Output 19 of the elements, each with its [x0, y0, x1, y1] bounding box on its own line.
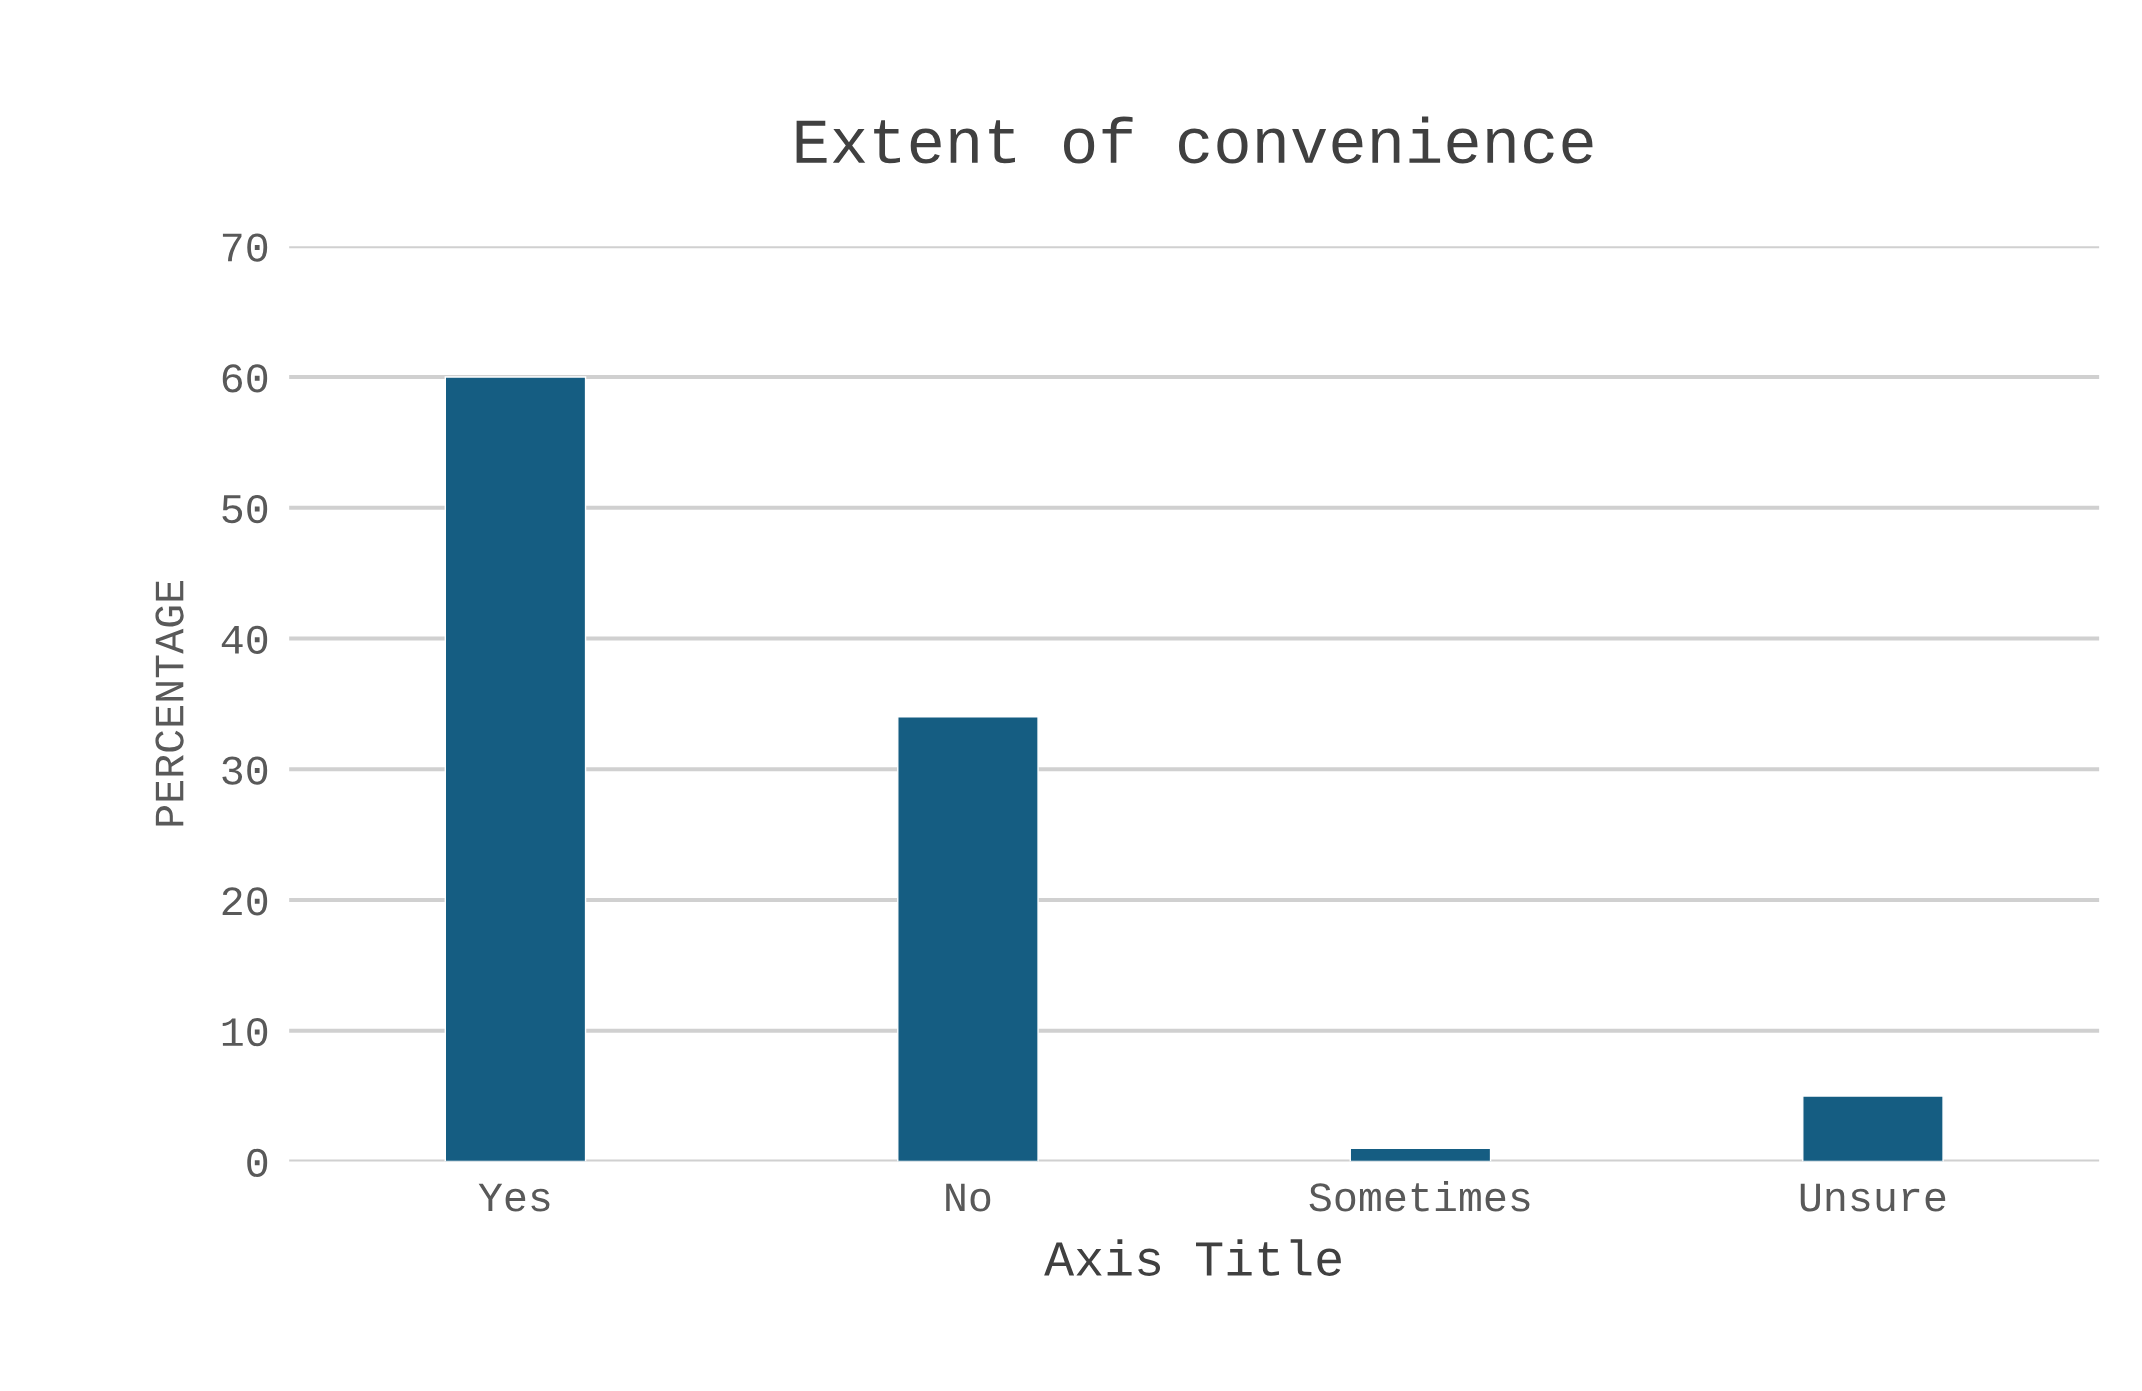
y-tick-label: 20	[222, 887, 268, 916]
x-axis-title: Axis Title	[1044, 1239, 1341, 1276]
x-tick-label: Unsure	[1800, 1183, 1946, 1212]
y-tick-label: 50	[222, 494, 268, 524]
chart-title: Extent of convenience	[796, 116, 1593, 164]
x-tick-label: No	[946, 1183, 991, 1212]
y-tick-label: 60	[222, 364, 268, 393]
bar	[444, 376, 587, 1162]
y-tick-label: 70	[222, 233, 268, 262]
y-tick-label: 0	[247, 1148, 268, 1177]
x-tick-label: Yes	[478, 1183, 550, 1212]
y-tick-label: 40	[221, 625, 268, 654]
bar	[897, 716, 1039, 1162]
x-tick-label: Sometimes	[1309, 1180, 1530, 1212]
y-tick-label: 30	[222, 756, 268, 785]
bar	[1802, 1095, 1944, 1162]
y-axis-title: PERCENTAGE	[155, 581, 184, 826]
bar	[1349, 1147, 1492, 1162]
y-tick-label: 10	[222, 1017, 268, 1047]
